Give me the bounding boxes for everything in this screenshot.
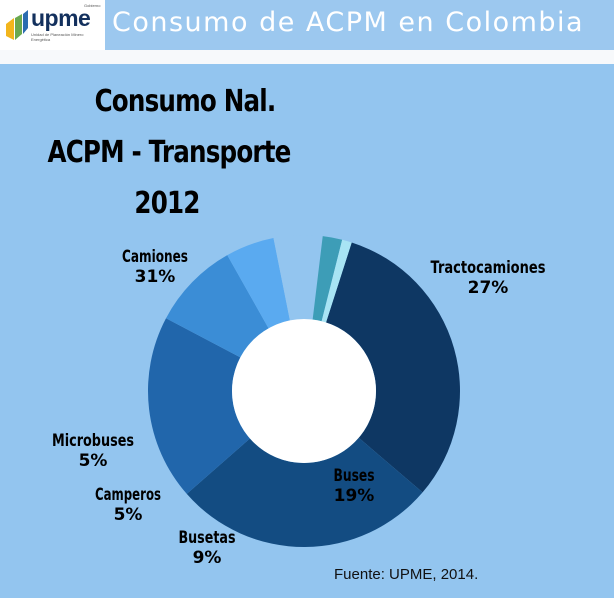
upme-logo-icon	[6, 10, 28, 40]
donut-slice-tractocamiones	[186, 437, 423, 547]
donut-slice-otros-7	[321, 239, 352, 323]
source-note: Fuente: UPME, 2014.	[334, 566, 479, 583]
header-title: Consumo de ACPM en Colombia	[112, 7, 585, 38]
slice-label-value: 9%	[193, 548, 222, 568]
slice-label-name: Camiones	[122, 247, 188, 267]
slice-label-value: 5%	[114, 505, 143, 525]
slice-label-value: 31%	[135, 267, 176, 287]
upme-logo: Gobierno upme Unidad de Planeación Miner…	[0, 0, 105, 50]
slice-label-name: Camperos	[95, 485, 161, 505]
slice-label-value: 19%	[334, 486, 375, 506]
donut-slice-camiones	[326, 242, 460, 493]
chart-title-line-3: 2012	[134, 186, 200, 221]
logo-subtitle: Unidad de Planeación Minero Energética	[31, 32, 84, 42]
donut-slice-busetas	[166, 255, 269, 358]
slice-label-name: Buses	[334, 466, 375, 486]
logo-tiny-text: Gobierno	[84, 3, 101, 8]
slice-label-name: Microbuses	[52, 431, 134, 451]
slice-label-name: Tractocamiones	[431, 258, 546, 278]
chart-title-line-2: ACPM - Transporte	[47, 135, 291, 170]
donut-hole	[232, 319, 376, 463]
header-bar: Gobierno upme Unidad de Planeación Miner…	[0, 0, 614, 50]
chart-title-line-1: Consumo Nal.	[94, 84, 277, 119]
donut-slice-buses	[148, 318, 250, 494]
logo-wordmark: upme	[31, 5, 91, 31]
donut-slice-camperos	[227, 238, 290, 329]
slice-label-value: 27%	[468, 278, 509, 298]
header-divider	[0, 50, 614, 64]
donut-slice-microbuses	[273, 234, 323, 321]
slice-label-name: Busetas	[179, 528, 236, 548]
donut-slice-otros-6	[312, 236, 343, 322]
slice-label-value: 5%	[79, 451, 108, 471]
